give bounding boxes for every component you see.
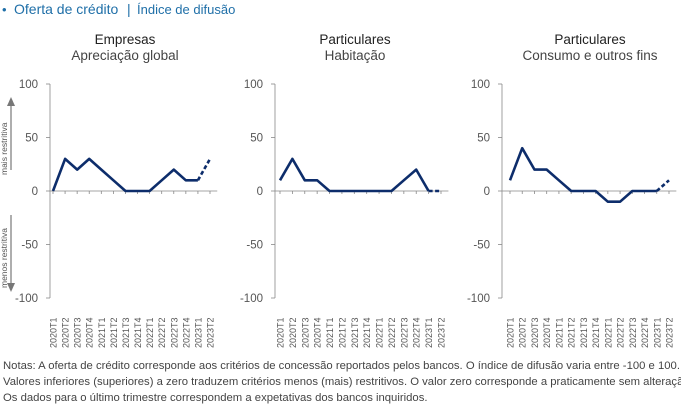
bullet-icon: • xyxy=(2,2,7,17)
y-tick-label: 0 xyxy=(257,186,263,198)
chart-title: Particulares xyxy=(319,32,391,47)
chart-subtitle: Consumo e outros fins xyxy=(522,48,657,63)
x-tick-label: 2021T2 xyxy=(567,317,577,348)
x-tick-label: 2020T2 xyxy=(518,317,528,348)
notes-line-2: Valores inferiores (superiores) a zero t… xyxy=(3,376,681,388)
y-tick-label: -50 xyxy=(21,240,38,252)
y-tick-label: 50 xyxy=(477,133,490,145)
x-tick-label: 2020T3 xyxy=(300,317,310,348)
y-tick-label: 0 xyxy=(484,186,490,198)
x-tick-label: 2021T4 xyxy=(133,317,143,348)
x-tick-label: 2022T3 xyxy=(169,317,179,348)
notes-line-3: Os dados para o último trimestre corresp… xyxy=(3,392,428,404)
x-tick-label: 2020T4 xyxy=(85,317,95,348)
chart-subtitle: Habitação xyxy=(325,48,386,63)
x-tick-label: 2020T3 xyxy=(73,317,83,348)
series-line xyxy=(51,157,198,193)
x-tick-label: 2020T2 xyxy=(288,317,298,348)
y-tick-label: 0 xyxy=(32,186,38,198)
down-arrow-icon xyxy=(7,283,15,292)
page-subtitle: Índice de difusão xyxy=(137,2,236,17)
x-tick-label: 2021T1 xyxy=(325,317,335,348)
x-tick-label: 2020T2 xyxy=(61,317,71,348)
direction-indicator: mais restritiva menos restritiva xyxy=(0,97,15,292)
x-tick-label: 2023T2 xyxy=(437,317,447,348)
x-tick-label: 2021T3 xyxy=(121,317,131,348)
label-more-restrictive: mais restritiva xyxy=(0,122,9,175)
label-less-restrictive: menos restritiva xyxy=(0,228,9,288)
x-tick-label: 2021T1 xyxy=(554,317,564,348)
expectation-segment xyxy=(655,179,670,192)
x-tick-label: 2022T1 xyxy=(145,317,155,348)
series-line xyxy=(508,146,657,203)
y-tick-label: 100 xyxy=(471,79,490,91)
chart-title: Empresas xyxy=(95,32,156,47)
x-tick-label: 2022T2 xyxy=(616,317,626,348)
chart-title: Particulares xyxy=(554,32,626,47)
up-arrow-icon xyxy=(7,97,15,106)
y-tick-label: -100 xyxy=(15,293,38,305)
x-tick-label: 2020T1 xyxy=(276,317,286,348)
y-tick-label: 100 xyxy=(19,79,38,91)
x-tick-label: 2020T1 xyxy=(506,317,516,348)
x-tick-label: 2020T1 xyxy=(49,317,59,348)
x-tick-label: 2022T4 xyxy=(412,317,422,348)
expectation-segment xyxy=(196,158,212,181)
x-tick-label: 2023T1 xyxy=(652,317,662,348)
header: • Oferta de crédito | Índice de difusão xyxy=(0,0,681,20)
series-line xyxy=(278,157,430,193)
notes-line-1: Notas: A oferta de crédito corresponde a… xyxy=(3,360,680,372)
x-tick-label: 2022T3 xyxy=(399,317,409,348)
y-tick-label: 50 xyxy=(250,133,263,145)
x-tick-label: 2022T2 xyxy=(387,317,397,348)
x-tick-label: 2023T2 xyxy=(665,317,675,348)
x-tick-label: 2022T1 xyxy=(603,317,613,348)
y-tick-label: -50 xyxy=(473,240,490,252)
x-tick-label: 2021T2 xyxy=(109,317,119,348)
x-tick-label: 2022T1 xyxy=(375,317,385,348)
y-tick-label: 100 xyxy=(244,79,263,91)
x-tick-label: 2021T3 xyxy=(350,317,360,348)
y-tick-label: -100 xyxy=(240,293,263,305)
x-tick-label: 2021T2 xyxy=(337,317,347,348)
notes: Notas: A oferta de crédito corresponde a… xyxy=(3,358,681,406)
x-tick-label: 2023T2 xyxy=(206,317,216,348)
x-tick-label: 2022T4 xyxy=(640,317,650,348)
chart-subtitle: Apreciação global xyxy=(71,48,178,63)
y-tick-label: -50 xyxy=(246,240,263,252)
x-tick-label: 2022T3 xyxy=(628,317,638,348)
x-tick-label: 2023T1 xyxy=(424,317,434,348)
x-tick-label: 2021T4 xyxy=(362,317,372,348)
y-tick-label: 50 xyxy=(25,133,38,145)
title-separator: | xyxy=(127,1,131,17)
x-tick-label: 2021T4 xyxy=(591,317,601,348)
x-tick-label: 2020T3 xyxy=(530,317,540,348)
x-tick-label: 2021T3 xyxy=(579,317,589,348)
x-tick-label: 2020T4 xyxy=(313,317,323,348)
y-tick-label: -100 xyxy=(467,293,490,305)
page-title: Oferta de crédito xyxy=(14,1,119,17)
x-tick-label: 2023T1 xyxy=(193,317,203,348)
x-tick-label: 2022T2 xyxy=(157,317,167,348)
x-tick-label: 2021T1 xyxy=(97,317,107,348)
x-tick-label: 2020T4 xyxy=(542,317,552,348)
x-tick-label: 2022T4 xyxy=(181,317,191,348)
